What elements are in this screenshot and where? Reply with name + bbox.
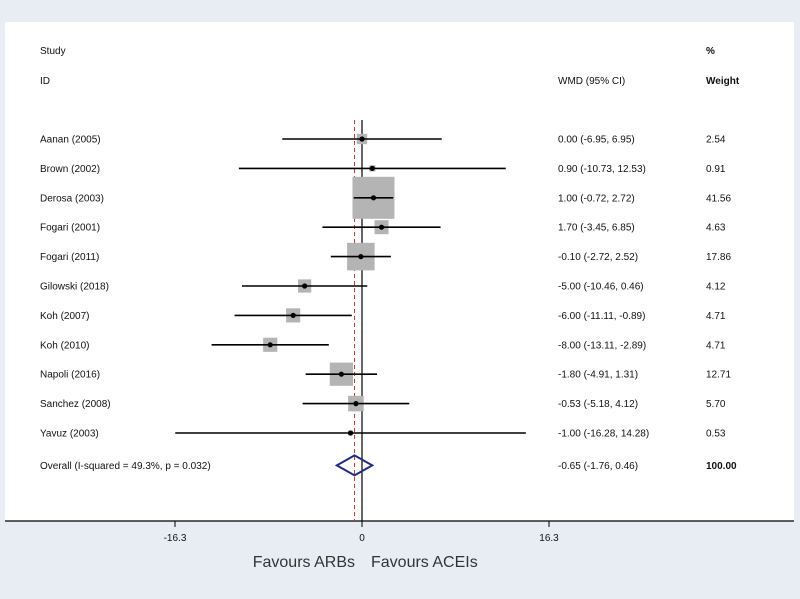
study-rows: Aanan (2005) 0.00 (-6.95, 6.95) 2.54 Brown … (40, 120, 737, 521)
header-id: ID (40, 76, 50, 87)
header-weight: Weight (706, 76, 740, 87)
study-row: Sanchez (2008) -0.53 (-5.18, 4.12) 5.70 (40, 395, 726, 412)
weight-value: 4.71 (706, 340, 726, 351)
point-estimate (290, 312, 296, 318)
study-label: Derosa (2003) (40, 193, 104, 204)
x-axis-ticks: -16.3 0 16.3 (164, 521, 559, 544)
study-label: Gilowski (2018) (40, 282, 109, 293)
weight-value: 0.53 (706, 429, 726, 440)
favours-left-label: Favours ARBs (253, 554, 355, 571)
study-label: Sanchez (2008) (40, 399, 111, 410)
study-row: Koh (2010) -8.00 (-13.11, -2.89) 4.71 (40, 337, 726, 352)
study-row: Fogari (2001) 1.70 (-3.45, 6.85) 4.63 (40, 220, 726, 235)
study-row: Napoli (2016) -1.80 (-4.91, 1.31) 12.71 (40, 362, 731, 386)
weight-value: 12.71 (706, 370, 731, 381)
study-row: Derosa (2003) 1.00 (-0.72, 2.72) 41.56 (40, 176, 731, 219)
overall-ci-value: -0.65 (-1.76, 0.46) (558, 461, 638, 472)
point-estimate (353, 401, 359, 407)
weight-value: 41.56 (706, 193, 731, 204)
ci-value: 0.90 (-10.73, 12.53) (558, 164, 646, 175)
weight-value: 4.71 (706, 311, 726, 322)
ci-value: -1.80 (-4.91, 1.31) (558, 370, 638, 381)
study-label: Koh (2010) (40, 340, 89, 351)
study-label: Fogari (2001) (40, 223, 100, 234)
overall-label: Overall (I-squared = 49.3%, p = 0.032) (40, 461, 211, 472)
ci-value: -6.00 (-11.11, -0.89) (558, 311, 645, 322)
weight-value: 4.12 (706, 282, 726, 293)
x-tick-label: 16.3 (539, 533, 559, 544)
point-estimate (370, 195, 377, 201)
study-label: Napoli (2016) (40, 370, 100, 381)
point-estimate (267, 342, 273, 348)
overall-weight-value: 100.00 (706, 461, 737, 472)
header-study: Study (40, 46, 66, 57)
study-label: Fogari (2011) (40, 252, 99, 263)
ci-value: 0.00 (-6.95, 6.95) (558, 135, 635, 146)
study-row: Aanan (2005) 0.00 (-6.95, 6.95) 2.54 (40, 133, 726, 146)
point-estimate (302, 283, 308, 289)
point-estimate (369, 165, 375, 171)
point-estimate (358, 254, 364, 260)
ci-value: 1.00 (-0.72, 2.72) (558, 193, 635, 204)
point-estimate (378, 224, 385, 230)
header-percent: % (706, 46, 715, 57)
ci-value: -1.00 (-16.28, 14.28) (558, 429, 649, 440)
x-tick-label: 0 (359, 533, 365, 544)
point-estimate (347, 430, 354, 436)
study-row: Gilowski (2018) -5.00 (-10.46, 0.46) 4.12 (40, 279, 726, 293)
ci-value: -0.10 (-2.72, 2.52) (558, 252, 638, 263)
weight-value: 2.54 (706, 135, 726, 146)
ci-value: -5.00 (-10.46, 0.46) (558, 282, 644, 293)
point-estimate (338, 371, 344, 377)
study-label: Aanan (2005) (40, 135, 101, 146)
study-row: Yavuz (2003) -1.00 (-16.28, 14.28) 0.53 (40, 429, 726, 440)
overall-row: Overall (I-squared = 49.3%, p = 0.032) -0… (40, 454, 737, 477)
overall-diamond (334, 454, 375, 477)
ci-value: -0.53 (-5.18, 4.12) (558, 399, 638, 410)
weight-value: 17.86 (706, 252, 731, 263)
study-row: Brown (2002) 0.90 (-10.73, 12.53) 0.91 (40, 164, 726, 175)
plot-area (5, 22, 794, 521)
weight-value: 4.63 (706, 223, 726, 234)
study-label: Brown (2002) (40, 164, 100, 175)
weight-value: 5.70 (706, 399, 726, 410)
point-estimate (359, 136, 365, 142)
favours-right-label: Favours ACEIs (371, 554, 478, 571)
study-row: Koh (2007) -6.00 (-11.11, -0.89) 4.71 (40, 308, 726, 323)
ci-value: -8.00 (-13.11, -2.89) (558, 340, 646, 351)
study-row: Fogari (2011) -0.10 (-2.72, 2.52) 17.86 (40, 242, 731, 271)
study-label: Yavuz (2003) (40, 429, 99, 440)
weight-value: 0.91 (706, 164, 726, 175)
study-label: Koh (2007) (40, 311, 89, 322)
ci-value: 1.70 (-3.45, 6.85) (558, 223, 635, 234)
x-tick-label: -16.3 (164, 533, 187, 544)
header-effect: WMD (95% CI) (558, 76, 625, 87)
